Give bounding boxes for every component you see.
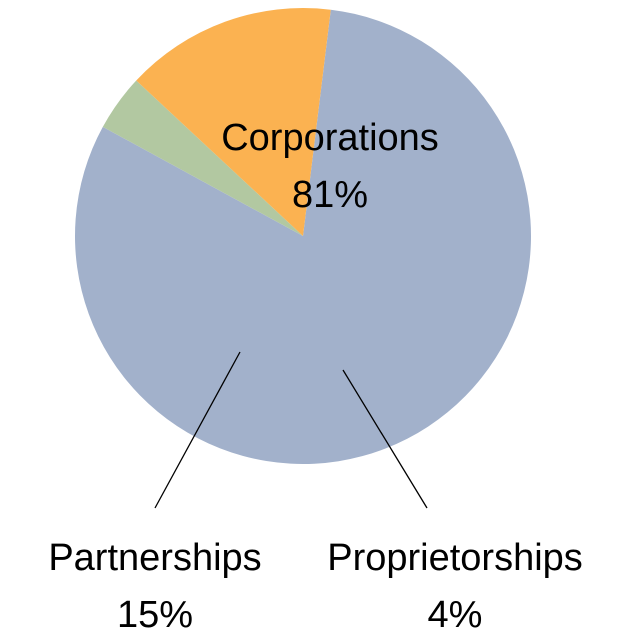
pie-slice-partnerships	[136, 7, 331, 237]
slice-label-proprietorships: Proprietorships	[327, 537, 583, 579]
pie-slice-proprietorships	[102, 80, 303, 236]
slice-pct-partnerships: 15%	[117, 594, 193, 636]
leader-line-proprietorships	[342, 369, 428, 509]
pie-slices	[75, 7, 532, 465]
pie-slice-corporations	[75, 9, 532, 465]
slice-pct-proprietorships: 4%	[428, 594, 483, 636]
slice-labels: Corporations 81% Partnerships 15% Propri…	[48, 117, 582, 636]
slice-label-partnerships: Partnerships	[48, 537, 261, 579]
leader-line-partnerships	[154, 351, 241, 509]
slice-label-corporations: Corporations	[221, 117, 439, 159]
leader-lines	[154, 351, 428, 509]
slice-pct-corporations: 81%	[292, 174, 368, 216]
